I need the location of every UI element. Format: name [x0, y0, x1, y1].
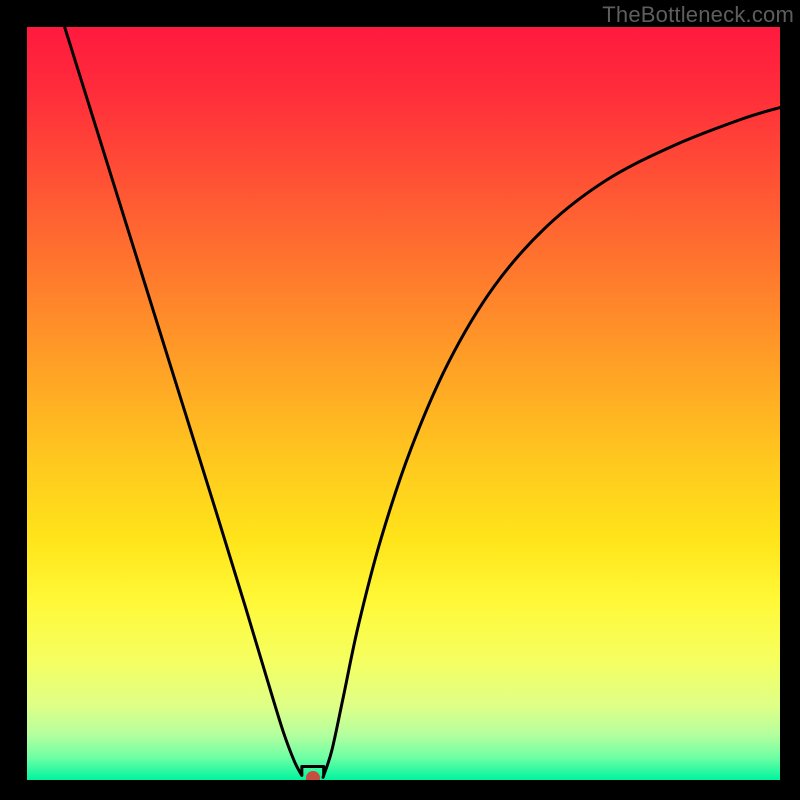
minimum-marker — [306, 771, 320, 780]
chart-background-gradient — [27, 27, 780, 780]
frame-left — [0, 0, 27, 800]
frame-right — [780, 0, 800, 800]
plot-area — [27, 27, 780, 780]
watermark-label: TheBottleneck.com — [602, 2, 794, 28]
frame-bottom — [0, 780, 800, 800]
